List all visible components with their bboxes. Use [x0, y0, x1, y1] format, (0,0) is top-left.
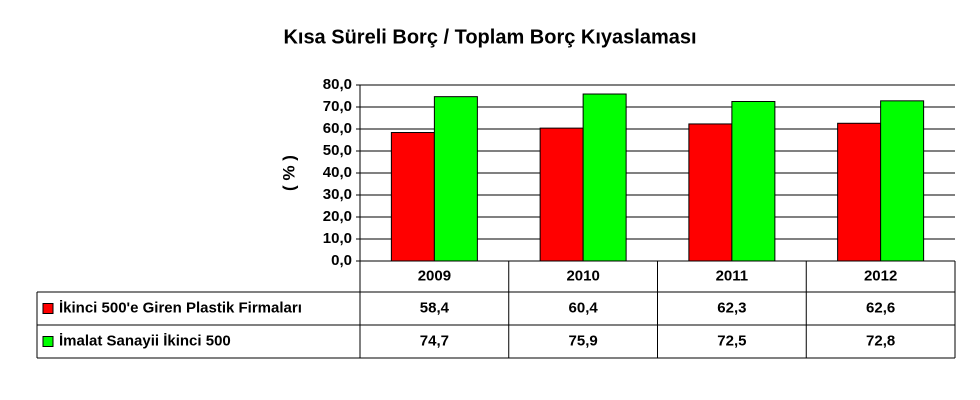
bar: [582, 93, 627, 262]
table-value: 60,4: [569, 299, 599, 316]
bar: [731, 101, 776, 262]
x-tick-label: 2009: [418, 267, 451, 284]
bar: [688, 123, 733, 262]
y-tick-label: 60,0: [323, 120, 352, 137]
legend-key: [42, 303, 54, 314]
legend-label: İmalat Sanayii İkinci 500: [59, 332, 231, 349]
table-value: 74,7: [420, 332, 449, 349]
y-axis-label: ( % ): [279, 155, 298, 191]
bar: [837, 122, 882, 262]
table-value: 72,8: [866, 332, 895, 349]
bar: [390, 132, 435, 262]
bar: [539, 127, 584, 262]
legend-label: İkinci 500'e Giren Plastik Firmaları: [59, 299, 302, 316]
chart-title: Kısa Süreli Borç / Toplam Borç Kıyaslama…: [283, 26, 696, 48]
bar: [433, 96, 478, 262]
table-value: 62,3: [717, 299, 746, 316]
y-tick-label: 40,0: [323, 164, 352, 181]
x-tick-label: 2010: [566, 267, 599, 284]
y-tick-label: 80,0: [323, 76, 352, 93]
y-tick-label: 50,0: [323, 142, 352, 159]
table-value: 58,4: [420, 299, 450, 316]
y-tick-label: 20,0: [323, 208, 352, 225]
x-tick-label: 2012: [864, 267, 897, 284]
y-tick-label: 30,0: [323, 186, 352, 203]
bar: [880, 100, 925, 262]
table-value: 62,6: [866, 299, 895, 316]
table-value: 75,9: [569, 332, 598, 349]
x-tick-label: 2011: [716, 267, 749, 284]
y-tick-label: 70,0: [323, 98, 352, 115]
y-tick-label: 0,0: [331, 252, 352, 269]
y-tick-label: 10,0: [323, 230, 352, 247]
legend-key: [42, 336, 54, 347]
table-value: 72,5: [717, 332, 746, 349]
